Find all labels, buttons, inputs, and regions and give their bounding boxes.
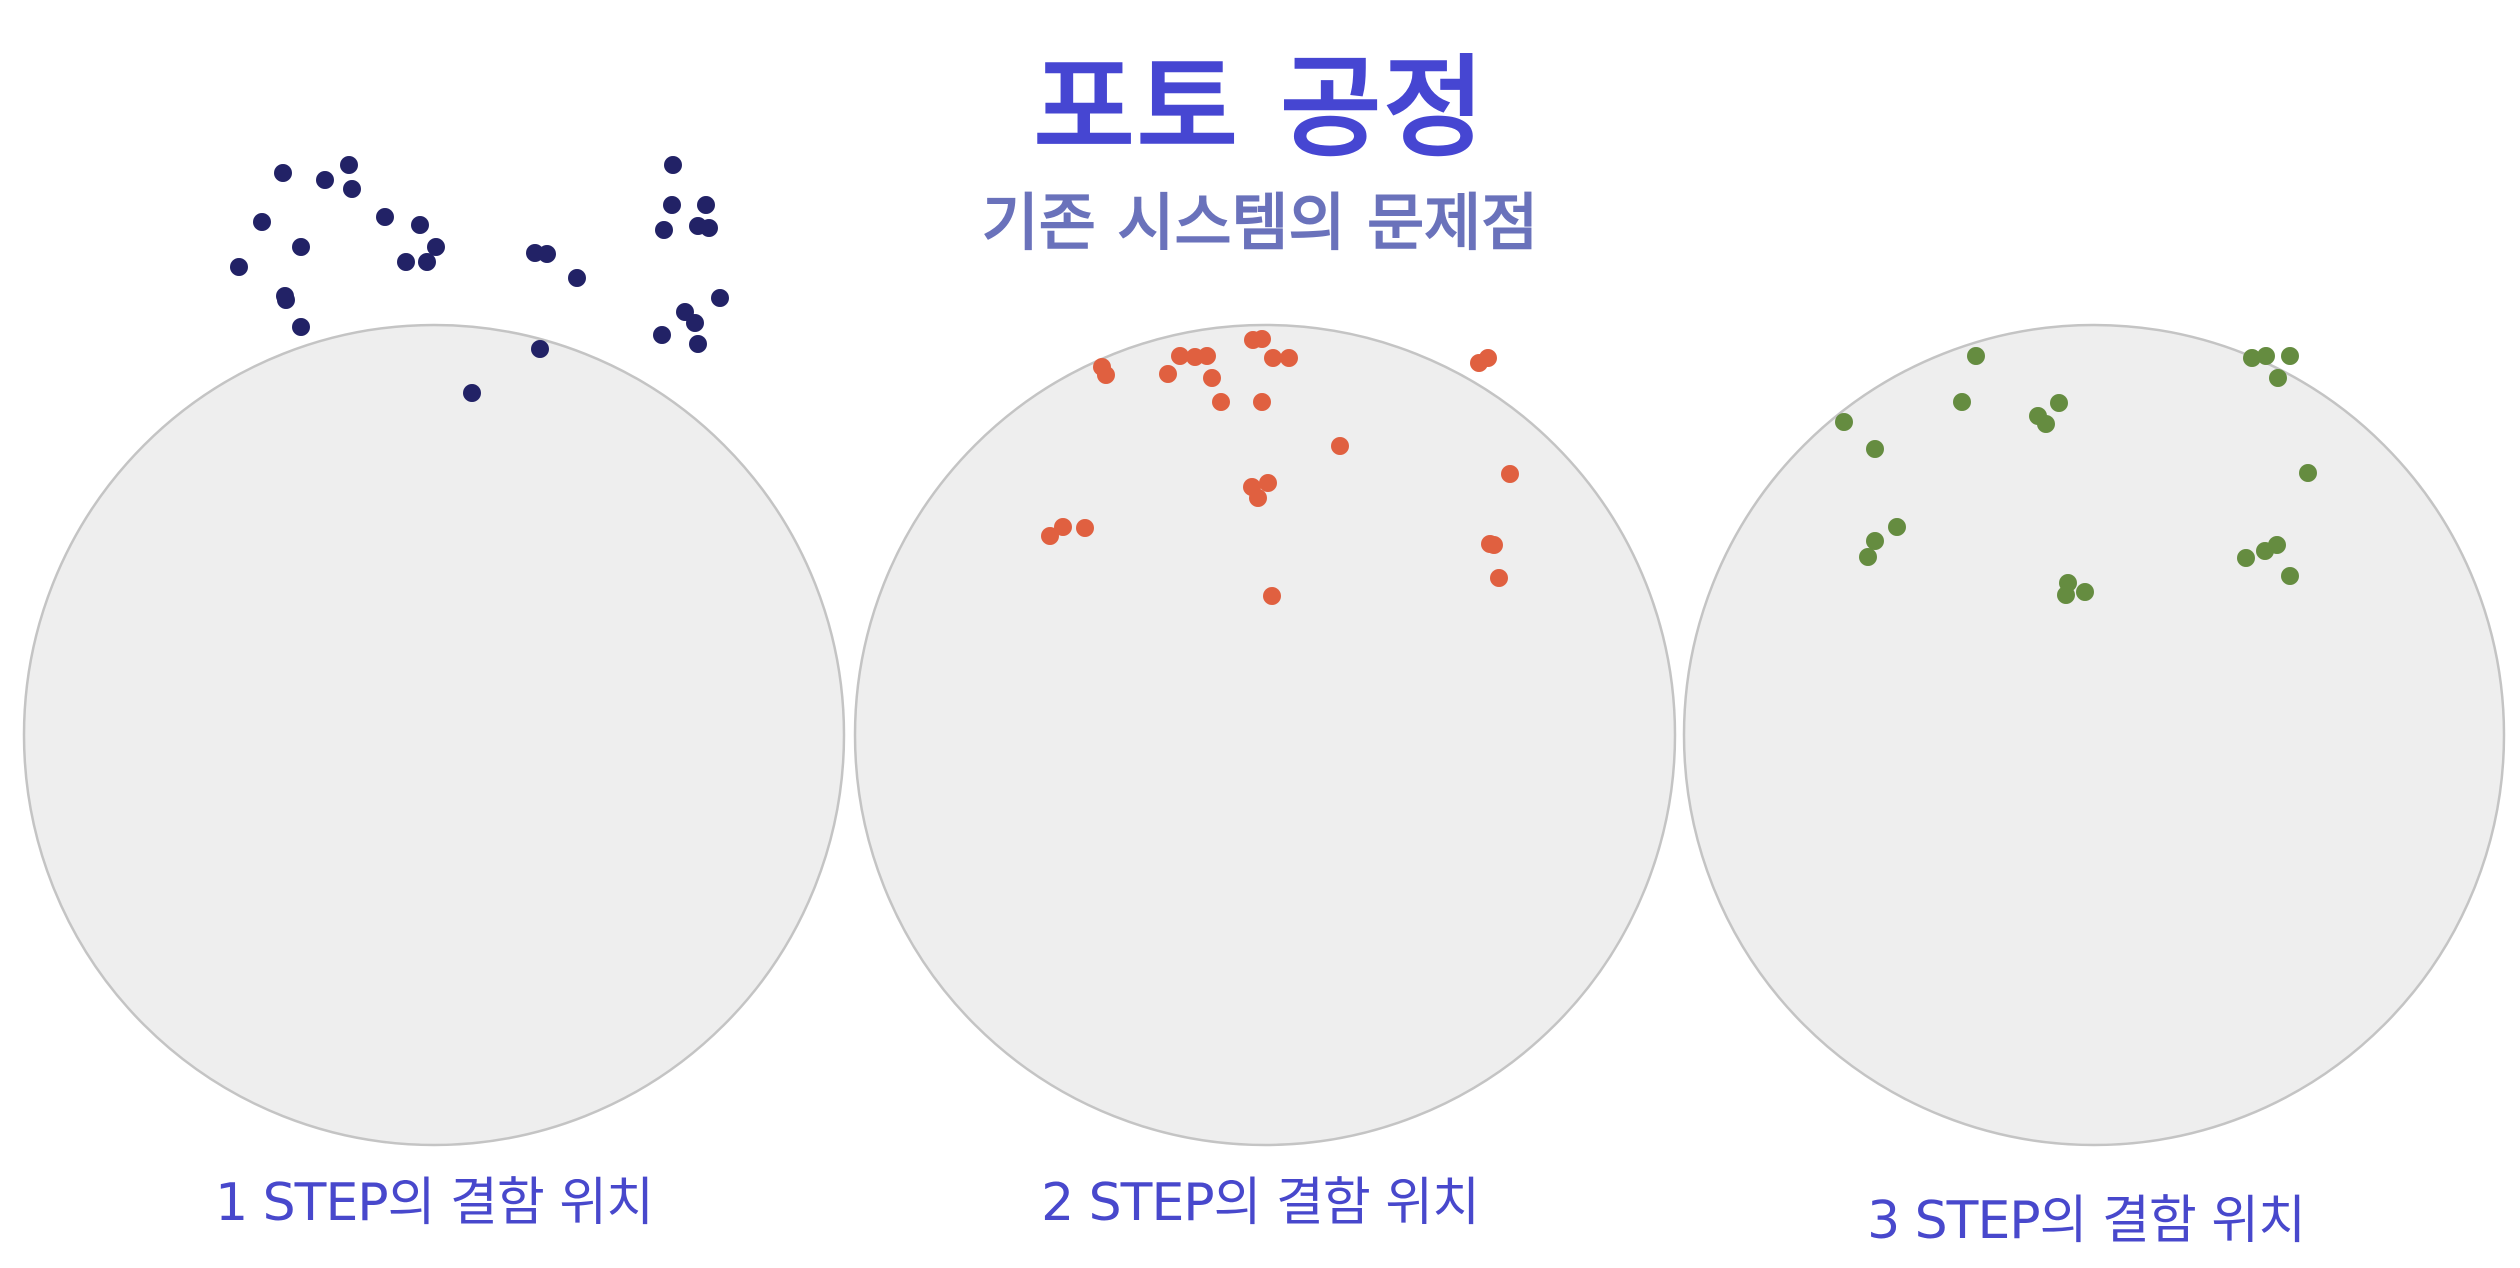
defect-dot (1859, 548, 1877, 566)
wafer-circle (1682, 323, 2506, 1147)
defect-dot (2299, 464, 2317, 482)
defect-dot (1264, 349, 1282, 367)
defect-dot (700, 219, 718, 237)
defect-dot (1331, 437, 1349, 455)
defect-dot (1198, 347, 1216, 365)
wafer-step-2 (853, 323, 1677, 1147)
defect-dot (274, 164, 292, 182)
defect-dot (253, 213, 271, 231)
wafer-circle (853, 323, 1677, 1147)
wafer-step-3 (1682, 323, 2506, 1147)
defect-dot (686, 314, 704, 332)
defect-dot (538, 245, 556, 263)
defect-dot (2050, 394, 2068, 412)
defect-dot (2076, 583, 2094, 601)
defect-dot (277, 291, 295, 309)
defect-dot (531, 340, 549, 358)
defect-dot (316, 171, 334, 189)
defect-dot (1953, 393, 1971, 411)
wafer-caption-step-2: 2 STEP의 결함 위치 (1041, 1173, 1480, 1233)
defect-dot (1259, 474, 1277, 492)
wafer-caption-step-3: 3 STEP의 결함 위치 (1867, 1191, 2306, 1251)
defect-dot (1866, 532, 1884, 550)
defect-dot (664, 156, 682, 174)
defect-dot (2281, 347, 2299, 365)
defect-dot (292, 238, 310, 256)
defect-dot (653, 326, 671, 344)
defect-dot (1253, 393, 1271, 411)
defect-dot (1280, 349, 1298, 367)
defect-dot (1243, 478, 1261, 496)
defect-dot (2268, 536, 2286, 554)
defect-dot (1097, 366, 1115, 384)
defect-dot (1171, 347, 1189, 365)
defect-dot (1888, 518, 1906, 536)
defect-dot (1485, 536, 1503, 554)
defect-dot (411, 216, 429, 234)
defect-dot (1490, 569, 1508, 587)
defect-dot (1054, 518, 1072, 536)
defect-dot (1866, 440, 1884, 458)
defect-dot (2057, 586, 2075, 604)
defect-dot (418, 253, 436, 271)
defect-dot (2037, 415, 2055, 433)
defect-dot (463, 384, 481, 402)
wafer-caption-step-1: 1 STEP의 결함 위치 (215, 1173, 654, 1233)
defect-dot (1470, 354, 1488, 372)
defect-dot (697, 196, 715, 214)
defect-dot (1835, 413, 1853, 431)
defect-dot (2269, 369, 2287, 387)
defect-dot (663, 196, 681, 214)
defect-dot (1203, 369, 1221, 387)
page-title: 포토 공정 (1033, 44, 1487, 172)
defect-dot (427, 238, 445, 256)
defect-dot (2243, 349, 2261, 367)
defect-dot (1967, 347, 1985, 365)
defect-dot (1041, 527, 1059, 545)
defect-dot (1263, 587, 1281, 605)
defect-dot (1501, 465, 1519, 483)
defect-dot (340, 156, 358, 174)
defect-dot (397, 253, 415, 271)
defect-dot (568, 269, 586, 287)
defect-dot (1159, 365, 1177, 383)
defect-dot (1076, 519, 1094, 537)
defect-dot (2237, 549, 2255, 567)
defect-dot (1212, 393, 1230, 411)
wafer-step-1 (22, 156, 846, 1147)
defect-dot (711, 289, 729, 307)
wafer-circle (22, 323, 846, 1147)
defect-dot (2257, 347, 2275, 365)
defect-dot (343, 180, 361, 198)
defect-dot (655, 221, 673, 239)
defect-dot (376, 208, 394, 226)
defect-dot (1253, 330, 1271, 348)
defect-dot (689, 335, 707, 353)
defect-dot (2281, 567, 2299, 585)
defect-dot (230, 258, 248, 276)
page-subtitle: 기존 시스템의 문제점 (981, 186, 1539, 259)
defect-dot (292, 318, 310, 336)
